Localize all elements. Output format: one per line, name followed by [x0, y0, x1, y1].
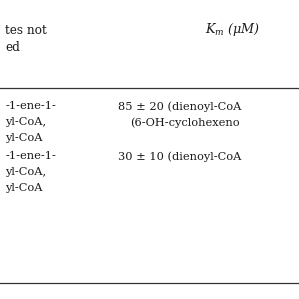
Text: 85 ± 20 (dienoyl-CoA: 85 ± 20 (dienoyl-CoA	[118, 101, 241, 112]
Text: yl-CoA: yl-CoA	[5, 183, 42, 193]
Text: 30 ± 10 (dienoyl-CoA: 30 ± 10 (dienoyl-CoA	[118, 151, 241, 161]
Text: -1-ene-1-: -1-ene-1-	[5, 101, 56, 111]
Text: -1-ene-1-: -1-ene-1-	[5, 151, 56, 161]
Text: $K_m$ (μM): $K_m$ (μM)	[205, 21, 260, 38]
Text: tes not: tes not	[5, 24, 47, 37]
Text: yl-CoA: yl-CoA	[5, 133, 42, 143]
Text: yl-CoA,: yl-CoA,	[5, 117, 46, 127]
Text: (6-OH-cyclohexeno: (6-OH-cyclohexeno	[130, 117, 239, 128]
Text: ed: ed	[5, 41, 20, 54]
Text: yl-CoA,: yl-CoA,	[5, 167, 46, 177]
